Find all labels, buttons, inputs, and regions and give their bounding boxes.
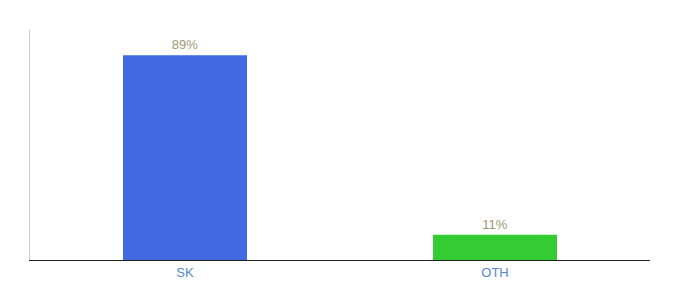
svg-text:SK: SK: [176, 265, 194, 280]
svg-text:89%: 89%: [172, 37, 198, 52]
svg-text:11%: 11%: [482, 217, 507, 232]
svg-text:OTH: OTH: [481, 265, 508, 280]
